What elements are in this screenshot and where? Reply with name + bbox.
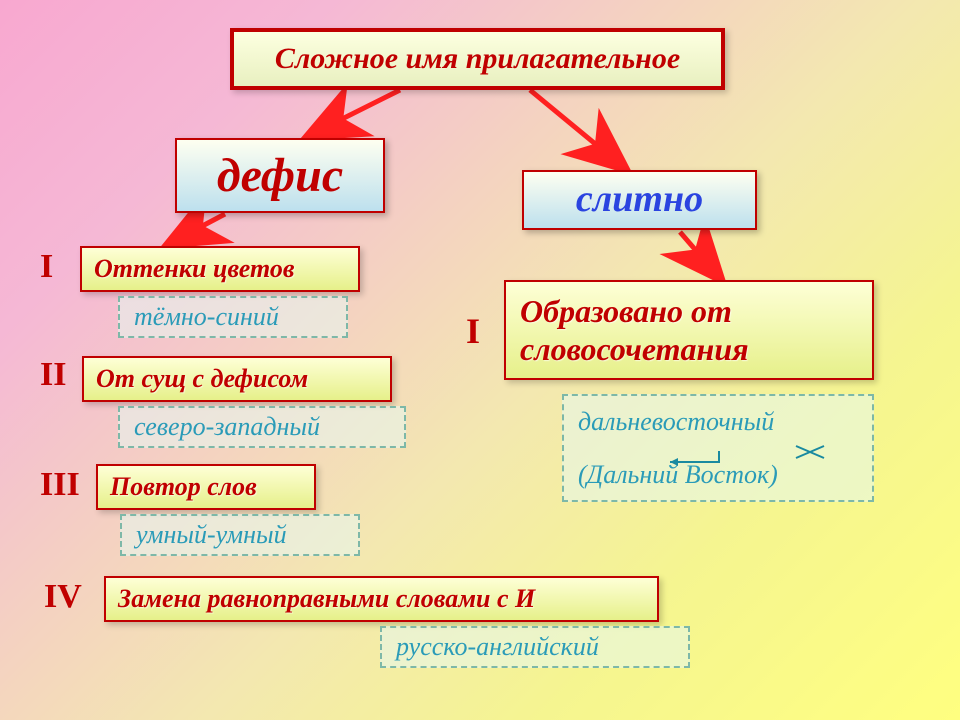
rule-colors: Оттенки цветов bbox=[80, 246, 360, 292]
numeral-2: II bbox=[40, 356, 66, 394]
numeral-4: IV bbox=[44, 578, 82, 616]
rule-repeat: Повтор слов bbox=[96, 464, 316, 510]
example-phrase-line1: дальневосточный bbox=[578, 406, 774, 437]
numeral-together: I bbox=[466, 310, 480, 352]
example-equal-and: русско-английский bbox=[380, 626, 690, 668]
example-phrase-line2: (Дальний Восток) bbox=[578, 459, 778, 490]
numeral-1: I bbox=[40, 248, 53, 286]
rule-noun-hyphen: От сущ с дефисом bbox=[82, 356, 392, 402]
example-repeat: умный-умный bbox=[120, 514, 360, 556]
example-colors: тёмно-синий bbox=[118, 296, 348, 338]
main-title: Сложное имя прилагательное bbox=[230, 28, 725, 90]
example-phrase: дальневосточный (Дальний Восток) bbox=[562, 394, 874, 502]
rule-equal-and: Замена равноправными словами с И bbox=[104, 576, 659, 622]
branch-hyphen: дефис bbox=[175, 138, 385, 213]
numeral-3: III bbox=[40, 466, 80, 504]
example-noun-hyphen: северо-западный bbox=[118, 406, 406, 448]
rule-phrase: Образовано от словосочетания bbox=[504, 280, 874, 380]
diagram-canvas: Сложное имя прилагательное дефис слитно … bbox=[0, 0, 960, 720]
branch-together: слитно bbox=[522, 170, 757, 230]
